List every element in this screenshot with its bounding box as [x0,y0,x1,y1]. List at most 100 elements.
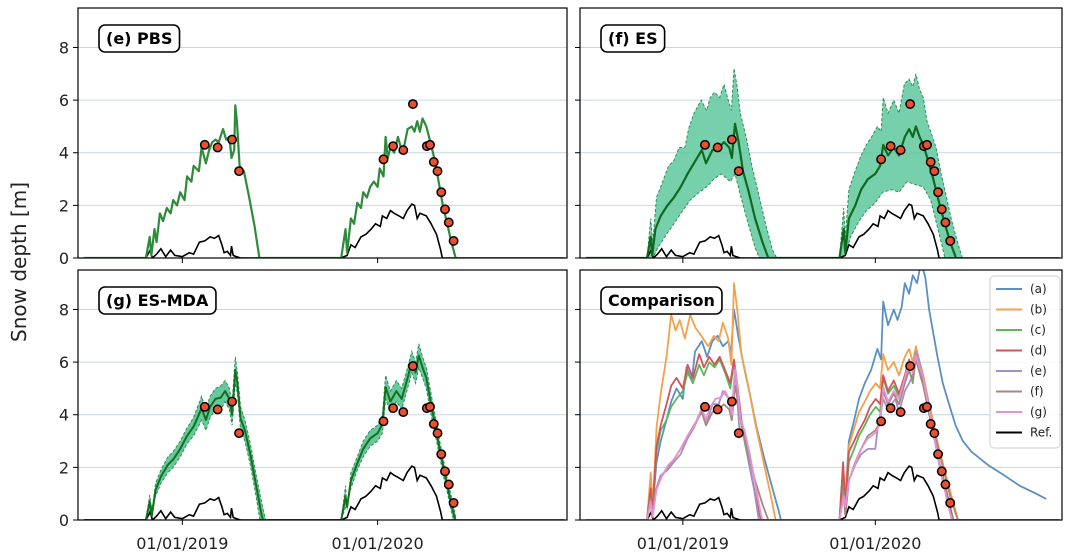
observation-point-12 [929,166,940,177]
x-tick-label-2: 01/01/2020 [331,534,423,553]
observation-point-3 [227,134,238,145]
observation-point-10 [922,139,932,150]
legend-label-1: (a) [1030,282,1047,296]
panel-label: Comparison [608,291,715,310]
observation-point-10 [425,401,435,412]
observation-point-5 [876,154,887,165]
panel-2: (f) ES [575,7,1063,263]
y-axis-label: Snow depth [m] [7,182,31,342]
observation-point-1 [700,139,710,150]
panel-label-box: Comparison [600,286,723,315]
legend: (a) (b) (c) (d) (e) (f) (g) Ref. [989,275,1061,449]
panel-frame [77,7,568,259]
observation-point-16 [448,235,459,246]
observation-point-5 [378,416,389,427]
observation-point-4 [733,428,744,439]
series-line-b [585,282,959,520]
observation-point-2 [712,404,723,415]
band-upper-edge [585,68,963,258]
series-line-e [585,350,954,520]
plot-area [83,343,565,520]
band-lower-edge [83,365,455,520]
legend-label-2: (b) [1030,303,1047,317]
reference-line [83,203,565,258]
legend-label-3: (c) [1030,323,1046,337]
observation-point-15 [940,479,951,490]
panel-frame [579,7,1063,259]
y-tick-label-2: 2 [59,458,69,477]
panel-label-frame [98,24,181,53]
panel-label: (f) ES [608,29,658,48]
y-tick-label-4: 4 [59,144,69,163]
observation-point-7 [398,145,409,156]
panel-label-box: (f) ES [600,24,666,53]
observation-point-1 [700,401,710,412]
plot-area [83,99,565,258]
observation-point-13 [436,187,447,198]
observation-point-6 [885,403,896,414]
observation-point-7 [398,407,409,418]
uncertainty-band-1 [83,343,457,520]
y-tick-label-8: 8 [59,300,69,319]
observation-point-5 [876,416,887,427]
panel-label-frame [600,24,666,53]
observation-point-14 [936,466,947,477]
observation-point-10 [425,139,435,150]
panel-label: (e) PBS [106,29,173,48]
uncertainty-band-1 [585,68,963,258]
series-line-pbs [83,104,457,258]
y-tick-label-8: 8 [59,38,69,57]
legend-frame [989,275,1061,449]
panel-frame [77,269,568,521]
series-line-d [585,353,954,520]
observation-point-15 [443,479,454,490]
observation-point-10 [922,401,932,412]
y-tick-label-4: 4 [59,406,69,425]
observation-point-14 [440,204,450,215]
legend-label-8: Ref. [1030,426,1052,440]
series-line-esmda_mean [83,354,457,520]
observation-point-12 [929,428,940,439]
observation-point-4 [733,166,744,177]
observation-point-4 [234,428,244,439]
observation-point-16 [945,497,956,508]
observation-point-11 [428,418,439,429]
observation-point-3 [726,134,737,145]
observation-point-3 [227,396,238,407]
observation-point-13 [933,187,944,198]
panel-label-box: (g) ES-MDA [98,286,217,315]
observation-point-2 [712,142,723,153]
panel-4: 01/01/2019 01/01/2020 Comparison (a) (b) (c) (… [575,269,1063,553]
legend-label-6: (f) [1030,385,1044,399]
x-tick-label-1: 01/01/2019 [637,534,729,553]
observation-point-8 [407,361,418,372]
observation-point-6 [885,141,896,152]
series-line-es_mean [585,122,958,258]
observation-point-11 [925,156,936,167]
observation-point-1 [199,139,210,150]
panel-3: 0 2 4 6 8 01/01/2019 01/01/2020 (g) ES-MDA [59,269,568,553]
plot-area [585,270,1060,520]
y-tick-label-6: 6 [59,91,69,110]
observation-point-15 [443,217,454,228]
legend-label-4: (d) [1030,344,1047,358]
y-tick-label-6: 6 [59,353,69,372]
observation-point-6 [388,403,399,414]
observation-point-7 [895,145,906,156]
observation-point-12 [432,428,443,439]
observation-point-11 [428,156,439,167]
observation-point-14 [936,204,947,215]
series-line-g [585,354,953,520]
observation-point-8 [905,361,916,372]
panel-label-box: (e) PBS [98,24,181,53]
observation-point-15 [940,217,951,228]
observation-point-13 [436,449,447,460]
observation-point-12 [432,166,443,177]
band-lower-edge [585,172,946,258]
panel-label: (g) ES-MDA [106,291,209,310]
observation-point-14 [440,466,450,477]
x-tick-label-2: 01/01/2020 [829,534,921,553]
observation-point-8 [407,99,418,110]
observation-point-4 [234,166,244,177]
